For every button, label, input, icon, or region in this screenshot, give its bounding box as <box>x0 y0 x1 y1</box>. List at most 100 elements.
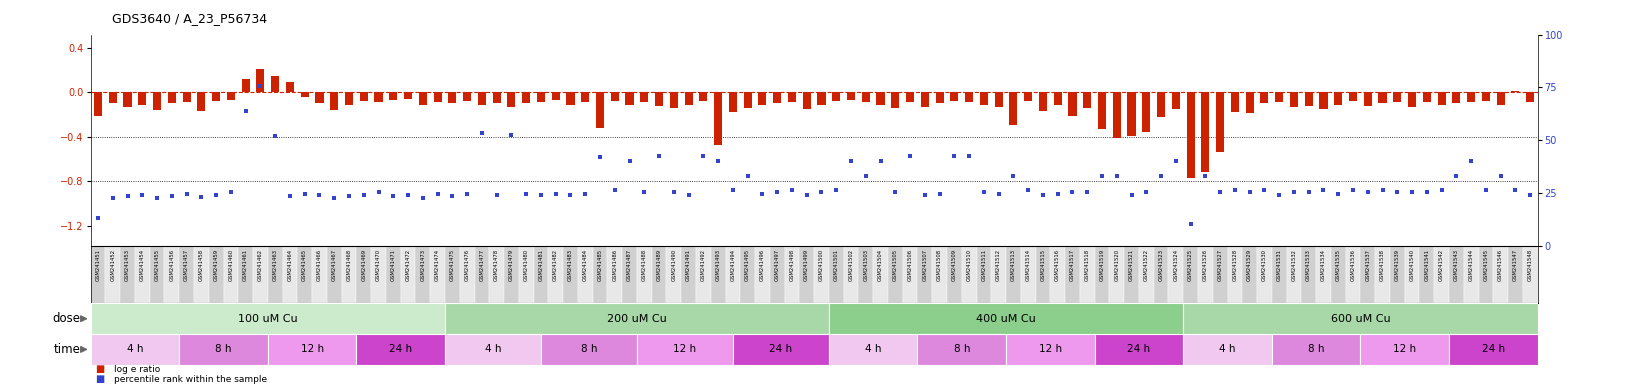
Bar <box>770 246 784 303</box>
Point <box>483 192 509 198</box>
Text: GSM241518: GSM241518 <box>1084 249 1089 281</box>
Point <box>1384 189 1411 195</box>
Text: GSM241463: GSM241463 <box>272 249 279 281</box>
Bar <box>906 93 915 103</box>
Point <box>351 192 377 198</box>
Text: GSM241509: GSM241509 <box>953 249 957 281</box>
Point <box>277 193 303 199</box>
Text: GSM241545: GSM241545 <box>1483 249 1488 281</box>
Point <box>765 189 791 195</box>
Bar <box>1272 246 1287 303</box>
Text: GSM241527: GSM241527 <box>1218 249 1223 281</box>
Bar <box>892 93 900 108</box>
Text: GSM241516: GSM241516 <box>1055 249 1060 281</box>
Text: 4 h: 4 h <box>865 344 882 354</box>
Bar <box>1360 334 1449 365</box>
Bar <box>873 246 888 303</box>
Bar <box>213 93 221 101</box>
Bar <box>832 93 840 101</box>
Bar <box>1243 246 1257 303</box>
Text: GSM241525: GSM241525 <box>1188 249 1193 281</box>
Bar <box>1272 334 1360 365</box>
Bar <box>549 246 564 303</box>
Bar <box>699 93 707 101</box>
Point <box>1089 173 1116 179</box>
Bar <box>578 246 593 303</box>
Text: 24 h: 24 h <box>1482 344 1505 354</box>
Text: GSM241467: GSM241467 <box>331 249 336 281</box>
Bar <box>669 93 677 108</box>
Text: 100 uM Cu: 100 uM Cu <box>237 314 298 324</box>
Bar <box>445 246 460 303</box>
Point <box>735 173 761 179</box>
Bar <box>1005 334 1094 365</box>
Bar <box>1365 93 1371 106</box>
Bar <box>829 303 1183 334</box>
Bar <box>1068 93 1076 116</box>
Text: GSM241528: GSM241528 <box>1233 249 1238 281</box>
Bar <box>489 246 504 303</box>
Bar <box>272 76 279 93</box>
Bar <box>862 93 870 103</box>
Text: 8 h: 8 h <box>1309 344 1325 354</box>
Point <box>262 132 288 139</box>
Text: GSM241534: GSM241534 <box>1322 249 1327 281</box>
Point <box>941 153 967 159</box>
Bar <box>269 334 356 365</box>
Text: GSM241517: GSM241517 <box>1070 249 1074 281</box>
Bar <box>1157 93 1165 117</box>
Text: GSM241457: GSM241457 <box>185 249 190 281</box>
Point <box>1236 189 1262 195</box>
Point <box>1206 189 1233 195</box>
Bar <box>859 246 873 303</box>
Bar <box>1020 246 1035 303</box>
Point <box>1310 187 1337 193</box>
Text: 4 h: 4 h <box>127 344 143 354</box>
Point <box>911 192 938 198</box>
Bar <box>877 93 885 104</box>
Bar <box>194 246 209 303</box>
Bar <box>1183 246 1198 303</box>
Bar <box>415 246 430 303</box>
Bar <box>1183 334 1272 365</box>
Bar <box>1332 246 1346 303</box>
Point <box>1015 187 1042 193</box>
Bar <box>1127 93 1135 136</box>
Bar <box>1079 246 1094 303</box>
Bar <box>356 334 445 365</box>
Bar <box>341 246 356 303</box>
Point <box>1488 173 1515 179</box>
Bar <box>124 93 132 107</box>
Point <box>808 189 834 195</box>
Text: GSM241530: GSM241530 <box>1262 249 1267 281</box>
Bar <box>681 246 695 303</box>
Bar <box>728 93 737 113</box>
Text: GSM241514: GSM241514 <box>1025 249 1030 281</box>
Text: GSM241471: GSM241471 <box>391 249 396 281</box>
Bar <box>666 246 681 303</box>
Text: time: time <box>53 343 81 356</box>
Text: 4 h: 4 h <box>1220 344 1236 354</box>
Bar <box>311 246 326 303</box>
Text: 4 h: 4 h <box>485 344 501 354</box>
Bar <box>1511 91 1519 93</box>
Bar <box>91 246 105 303</box>
Bar <box>1213 246 1228 303</box>
Bar <box>1050 246 1065 303</box>
Bar <box>1378 93 1386 103</box>
Point <box>1162 158 1188 164</box>
Text: GSM241453: GSM241453 <box>125 249 130 281</box>
Bar <box>135 246 150 303</box>
Bar <box>257 69 264 93</box>
Bar <box>493 93 501 103</box>
Text: GSM241526: GSM241526 <box>1203 249 1208 281</box>
Text: GSM241477: GSM241477 <box>480 249 485 281</box>
Bar <box>636 246 651 303</box>
Bar <box>1023 93 1032 101</box>
Text: GSM241513: GSM241513 <box>1010 249 1015 281</box>
Bar <box>1005 246 1020 303</box>
Text: GSM241504: GSM241504 <box>878 249 883 281</box>
Bar <box>1422 93 1430 103</box>
Point <box>321 195 348 201</box>
Bar <box>799 246 814 303</box>
